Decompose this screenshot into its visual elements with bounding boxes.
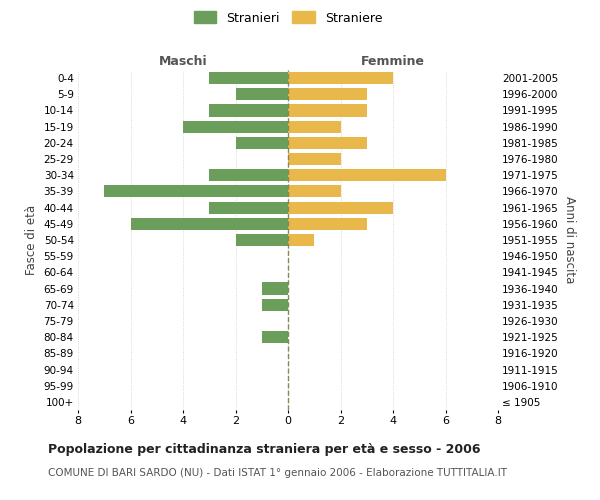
Bar [288,137,367,149]
Text: Maschi: Maschi [158,54,208,68]
Bar [235,88,288,101]
Bar [288,104,367,117]
Text: Popolazione per cittadinanza straniera per età e sesso - 2006: Popolazione per cittadinanza straniera p… [48,442,481,456]
Bar [288,72,393,84]
Bar [288,186,341,198]
Bar [183,120,288,132]
Bar [288,218,367,230]
Text: Femmine: Femmine [361,54,425,68]
Bar [209,104,288,117]
Bar [262,298,288,311]
Bar [288,169,445,181]
Bar [209,72,288,84]
Bar [209,202,288,213]
Bar [288,88,367,101]
Bar [130,218,288,230]
Bar [288,202,393,213]
Bar [262,331,288,343]
Y-axis label: Anni di nascita: Anni di nascita [563,196,575,284]
Bar [288,234,314,246]
Legend: Stranieri, Straniere: Stranieri, Straniere [189,6,387,30]
Bar [209,169,288,181]
Bar [288,120,341,132]
Bar [235,234,288,246]
Bar [104,186,288,198]
Y-axis label: Fasce di età: Fasce di età [25,205,38,275]
Bar [235,137,288,149]
Bar [288,153,341,165]
Bar [262,282,288,294]
Text: COMUNE DI BARI SARDO (NU) - Dati ISTAT 1° gennaio 2006 - Elaborazione TUTTITALIA: COMUNE DI BARI SARDO (NU) - Dati ISTAT 1… [48,468,507,477]
